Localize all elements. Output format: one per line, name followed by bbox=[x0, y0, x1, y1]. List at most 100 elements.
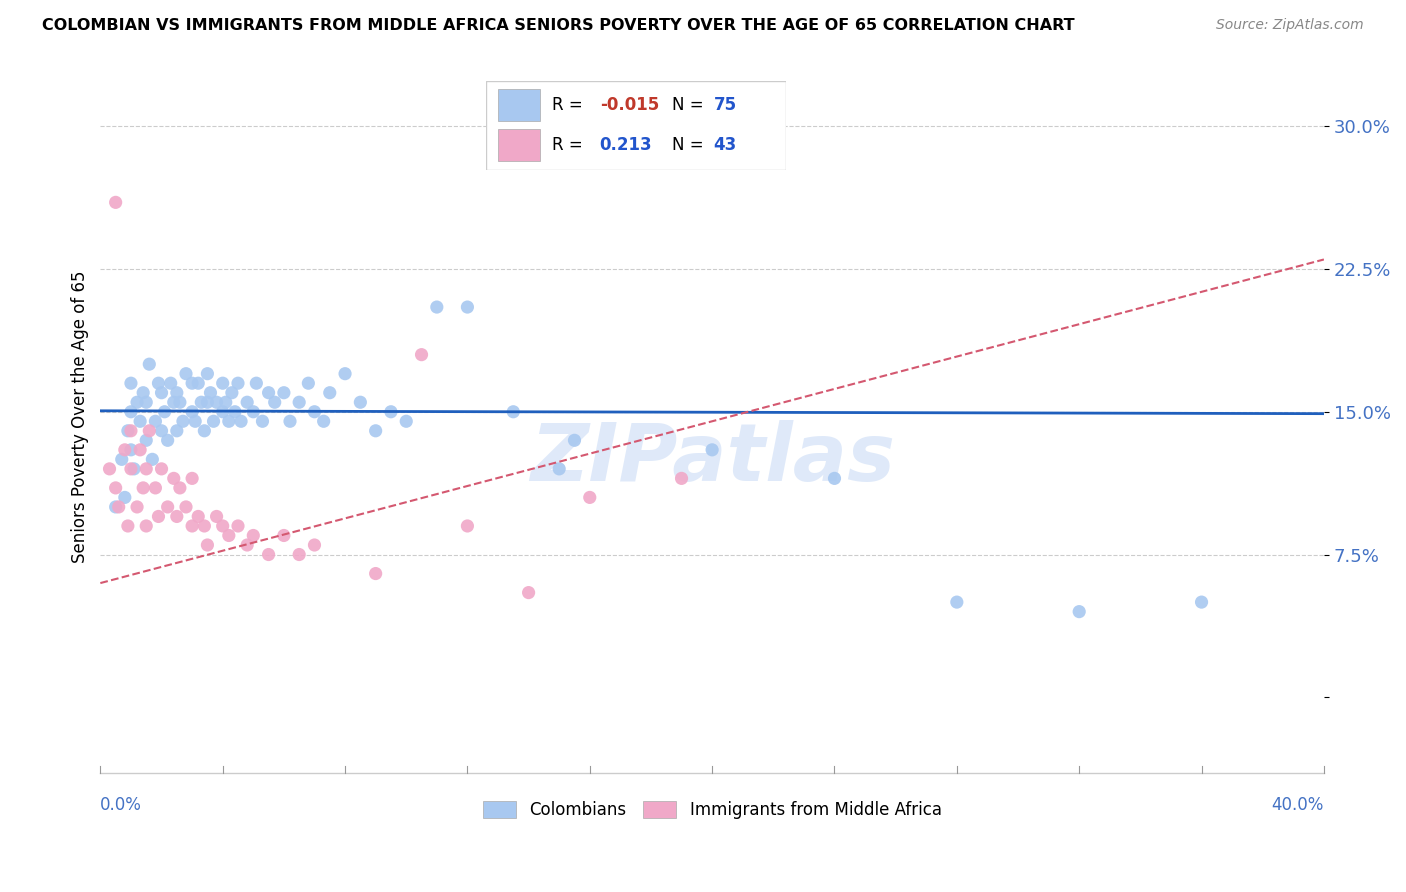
Point bbox=[163, 395, 186, 409]
Point bbox=[181, 405, 204, 419]
Point bbox=[150, 385, 173, 400]
Point bbox=[129, 414, 152, 428]
Point bbox=[122, 462, 145, 476]
Point bbox=[150, 424, 173, 438]
Point bbox=[426, 300, 449, 314]
Point bbox=[319, 385, 342, 400]
Point bbox=[380, 405, 402, 419]
Point bbox=[169, 395, 191, 409]
Point bbox=[150, 462, 173, 476]
Point bbox=[502, 405, 524, 419]
Point bbox=[104, 481, 127, 495]
Point bbox=[174, 367, 197, 381]
Point bbox=[135, 434, 157, 448]
Point bbox=[129, 442, 152, 457]
Point bbox=[273, 528, 295, 542]
Text: 40.0%: 40.0% bbox=[1271, 797, 1324, 814]
Point bbox=[824, 471, 846, 485]
Point bbox=[349, 395, 371, 409]
Point bbox=[242, 405, 264, 419]
Point bbox=[671, 471, 693, 485]
Text: 0.0%: 0.0% bbox=[100, 797, 142, 814]
Point bbox=[278, 414, 301, 428]
Point bbox=[211, 405, 233, 419]
Point bbox=[1191, 595, 1213, 609]
Point bbox=[946, 595, 969, 609]
Point bbox=[135, 462, 157, 476]
Point bbox=[120, 405, 142, 419]
Point bbox=[245, 376, 267, 391]
Text: COLOMBIAN VS IMMIGRANTS FROM MIDDLE AFRICA SENIORS POVERTY OVER THE AGE OF 65 CO: COLOMBIAN VS IMMIGRANTS FROM MIDDLE AFRI… bbox=[42, 18, 1074, 33]
Point bbox=[163, 471, 186, 485]
Point bbox=[125, 500, 148, 514]
Point bbox=[166, 424, 188, 438]
Point bbox=[252, 414, 274, 428]
Point bbox=[304, 405, 326, 419]
Text: ZIPatlas: ZIPatlas bbox=[530, 420, 894, 499]
Point bbox=[120, 442, 142, 457]
Point bbox=[156, 434, 179, 448]
Point bbox=[141, 452, 163, 467]
Point bbox=[181, 376, 204, 391]
Point bbox=[166, 385, 188, 400]
Point bbox=[263, 395, 285, 409]
Point bbox=[211, 519, 233, 533]
Point bbox=[169, 481, 191, 495]
Text: Source: ZipAtlas.com: Source: ZipAtlas.com bbox=[1216, 18, 1364, 32]
Point bbox=[211, 376, 233, 391]
Point bbox=[273, 385, 295, 400]
Point bbox=[236, 538, 259, 552]
Point bbox=[242, 528, 264, 542]
Point bbox=[456, 519, 478, 533]
Point bbox=[517, 585, 540, 599]
Point bbox=[135, 395, 157, 409]
Point bbox=[226, 519, 249, 533]
Point bbox=[120, 424, 142, 438]
Point bbox=[215, 395, 238, 409]
Point bbox=[120, 462, 142, 476]
Point bbox=[104, 500, 127, 514]
Point bbox=[226, 376, 249, 391]
Point bbox=[218, 414, 240, 428]
Point bbox=[221, 385, 243, 400]
Point bbox=[120, 376, 142, 391]
Point bbox=[197, 367, 219, 381]
Point bbox=[224, 405, 246, 419]
Point bbox=[153, 405, 176, 419]
Legend: Colombians, Immigrants from Middle Africa: Colombians, Immigrants from Middle Afric… bbox=[475, 794, 949, 826]
Point bbox=[117, 519, 139, 533]
Point bbox=[190, 395, 212, 409]
Point bbox=[197, 538, 219, 552]
Point bbox=[156, 500, 179, 514]
Point bbox=[184, 414, 207, 428]
Point bbox=[193, 424, 215, 438]
Point bbox=[205, 509, 228, 524]
Point bbox=[145, 481, 167, 495]
Point bbox=[700, 442, 723, 457]
Point bbox=[145, 414, 167, 428]
Point bbox=[257, 385, 280, 400]
Point bbox=[1069, 605, 1091, 619]
Point bbox=[395, 414, 418, 428]
Point bbox=[117, 424, 139, 438]
Point bbox=[174, 500, 197, 514]
Point bbox=[104, 195, 127, 210]
Point bbox=[200, 385, 222, 400]
Point bbox=[548, 462, 571, 476]
Point bbox=[236, 395, 259, 409]
Point bbox=[172, 414, 194, 428]
Point bbox=[114, 491, 136, 505]
Point bbox=[187, 376, 209, 391]
Point bbox=[181, 519, 204, 533]
Y-axis label: Seniors Poverty Over the Age of 65: Seniors Poverty Over the Age of 65 bbox=[72, 270, 89, 563]
Point bbox=[218, 528, 240, 542]
Point bbox=[114, 442, 136, 457]
Point bbox=[257, 548, 280, 562]
Point bbox=[107, 500, 129, 514]
Point bbox=[138, 424, 160, 438]
Point bbox=[187, 509, 209, 524]
Point bbox=[564, 434, 586, 448]
Point bbox=[205, 395, 228, 409]
Point bbox=[297, 376, 319, 391]
Point bbox=[333, 367, 356, 381]
